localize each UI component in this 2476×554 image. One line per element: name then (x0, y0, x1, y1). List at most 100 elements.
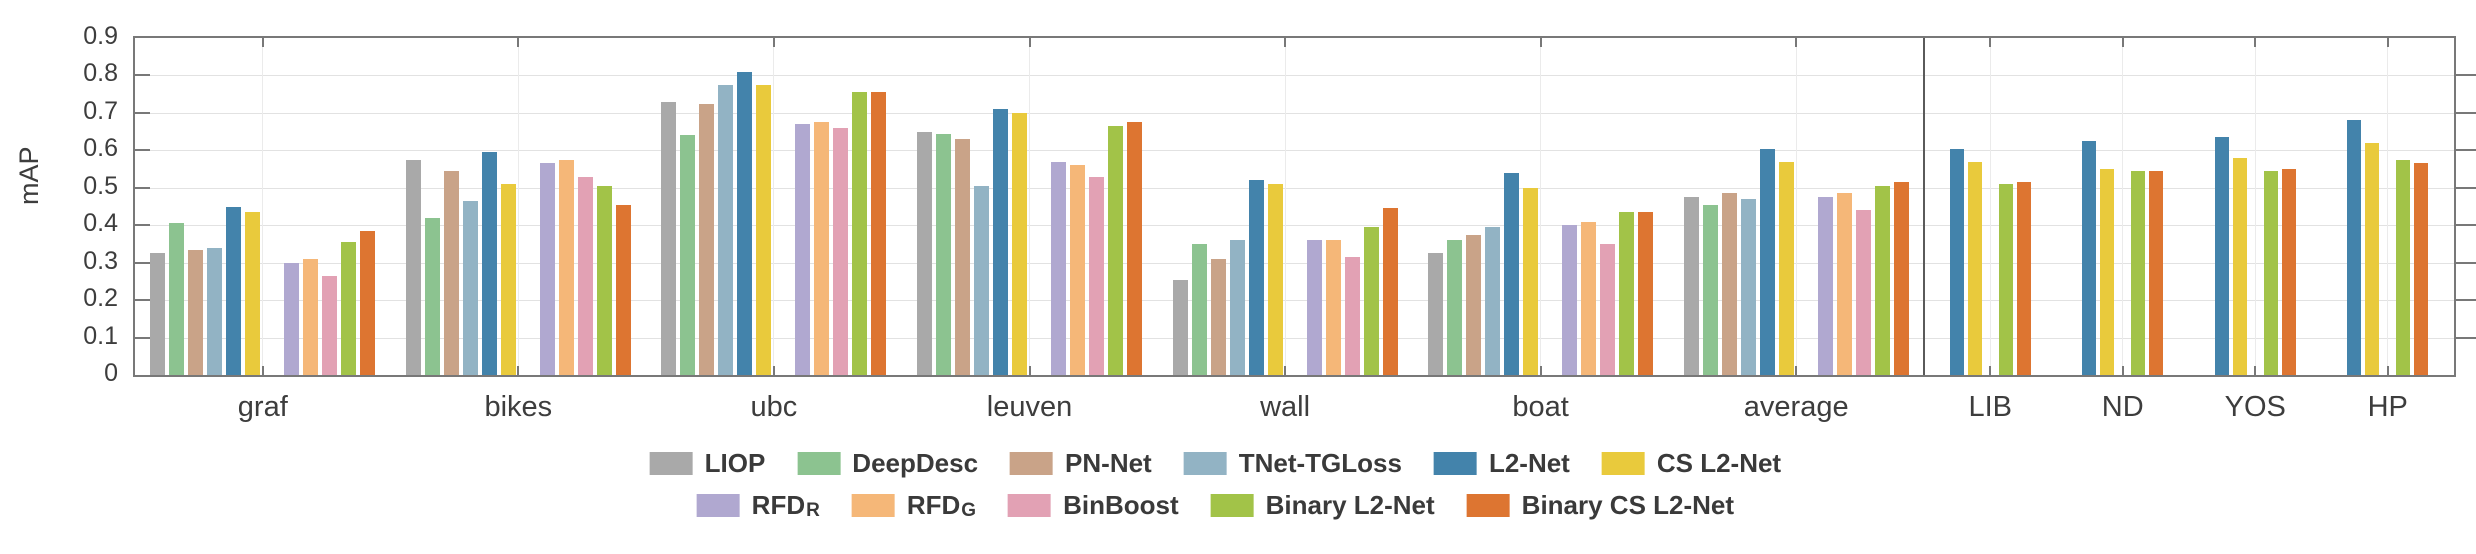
bar-binary-l2-net-bikes (596, 185, 612, 375)
bar-binary-cs-l2-net-wall (1382, 208, 1398, 375)
y-tick-mark (2454, 186, 2476, 189)
bar-l2-net-bikes (481, 152, 497, 375)
bar-tnet-tgloss-boat (1485, 227, 1501, 375)
y-tick-label: 0.3 (83, 246, 118, 275)
bar-liop-leuven (916, 131, 932, 375)
y-tick-label: 0.9 (83, 22, 118, 50)
x-tick-label-ubc: ubc (750, 391, 798, 423)
bar-pn-net-ubc (699, 103, 715, 375)
bar-binboost-ubc (833, 127, 849, 375)
y-tick-label: 0.8 (83, 59, 118, 88)
bar-binary-cs-l2-net-hp (2414, 163, 2429, 375)
category-gridline (1795, 38, 1797, 375)
legend-label: Binary L2-Net (1265, 490, 1435, 520)
bar-binary-cs-l2-net-graf (360, 230, 376, 375)
legend-item-binary-l2-net: Binary L2-Net (1210, 490, 1435, 521)
bar-group-bikes (391, 38, 647, 375)
y-tick-label: 0.4 (83, 209, 118, 238)
y-tick-mark (135, 299, 150, 302)
bar-rfdr-leuven (1050, 161, 1066, 375)
bar-cs-l2-net-leuven (1011, 112, 1027, 375)
bar-cs-l2-net-ubc (756, 84, 772, 375)
y-gridline (135, 225, 2454, 227)
legend-swatch-rfdg (851, 494, 895, 517)
bar-deepdesc-ubc (680, 135, 696, 375)
bar-liop-average (1683, 197, 1699, 375)
bar-cs-l2-net-boat (1523, 187, 1539, 375)
y-tick-label: 0.1 (83, 321, 118, 350)
x-tick-mark (772, 38, 775, 47)
bar-l2-net-hp (2347, 120, 2362, 375)
legend-label: Binary CS L2-Net (1521, 490, 1735, 520)
x-tick-label-leuven: leuven (986, 391, 1073, 423)
bar-rfdr-average (1817, 197, 1833, 375)
bar-binary-cs-l2-net-ubc (871, 92, 887, 375)
category-gridline (1284, 38, 1286, 375)
bar-liop-bikes (405, 159, 421, 375)
legend-label: RFDR (751, 490, 820, 521)
bar-binary-cs-l2-net-yos (2281, 169, 2296, 375)
x-tick-mark (1028, 366, 1031, 375)
y-tick-mark (2454, 111, 2476, 114)
x-tick-mark (772, 366, 775, 375)
legend-label: TNet-TGLoss (1238, 448, 1402, 478)
bar-binboost-bikes (577, 176, 593, 375)
y-tick-mark (2454, 224, 2476, 227)
legend-swatch-binary-l2-net (1210, 494, 1254, 517)
bar-deepdesc-bikes (424, 217, 440, 375)
bar-tnet-tgloss-graf (207, 247, 223, 375)
bar-cs-l2-net-nd (2100, 169, 2115, 375)
bar-binary-l2-net-leuven (1107, 126, 1123, 375)
y-gridline (135, 262, 2454, 264)
bar-cs-l2-net-average (1778, 161, 1794, 375)
bar-group-yos (2189, 38, 2322, 375)
bar-group-graf (135, 38, 391, 375)
x-tick-mark (1284, 38, 1287, 47)
x-tick-label-wall: wall (1260, 391, 1311, 423)
bar-deepdesc-average (1702, 204, 1718, 375)
bar-binboost-average (1855, 210, 1871, 375)
legend-swatch-binary-cs-l2-net (1466, 494, 1510, 517)
bar-rfdg-average (1836, 193, 1852, 375)
x-tick-mark (1795, 366, 1798, 375)
bar-pn-net-average (1721, 193, 1737, 375)
x-tick-mark (2121, 366, 2124, 375)
bar-cs-l2-net-lib (1967, 161, 1982, 375)
legend-swatch-binboost (1008, 494, 1052, 517)
y-tick-mark (135, 224, 150, 227)
y-tick-label: 0.7 (83, 96, 118, 125)
bar-deepdesc-leuven (935, 133, 951, 375)
bar-binary-l2-net-average (1874, 185, 1890, 375)
x-tick-label-lib: LIB (1968, 391, 2013, 423)
legend-swatch-tnet-tgloss (1183, 452, 1227, 475)
bar-l2-net-boat (1504, 172, 1520, 375)
bar-tnet-tgloss-average (1740, 199, 1756, 375)
bar-l2-net-ubc (737, 71, 753, 375)
panel-divider (1923, 38, 1925, 375)
bar-pn-net-graf (188, 249, 204, 375)
bar-l2-net-leuven (992, 109, 1008, 375)
x-tick-label-yos: YOS (2224, 391, 2286, 423)
x-tick-mark (2254, 366, 2257, 375)
legend-label: PN-Net (1065, 448, 1152, 478)
legend-item-tnet-tgloss: TNet-TGLoss (1183, 448, 1402, 479)
y-tick-mark (2454, 299, 2476, 302)
y-tick-label: 0.2 (83, 284, 118, 313)
bar-deepdesc-boat (1447, 240, 1463, 375)
legend-label-subscript: R (806, 500, 820, 521)
bar-liop-graf (150, 253, 166, 375)
category-gridline (2387, 38, 2389, 375)
bar-deepdesc-graf (169, 223, 185, 375)
y-tick-mark (2454, 336, 2476, 339)
x-tick-mark (261, 366, 264, 375)
x-tick-mark (1989, 366, 1992, 375)
bar-pn-net-wall (1210, 258, 1226, 375)
bar-rfdg-wall (1325, 240, 1341, 375)
bar-group-ubc (646, 38, 902, 375)
category-gridline (2122, 38, 2124, 375)
legend-swatch-l2-net (1433, 452, 1477, 475)
bar-group-lib (1924, 38, 2057, 375)
x-tick-mark (1539, 38, 1542, 47)
bar-rfdr-wall (1306, 240, 1322, 375)
y-tick-label: 0 (104, 359, 118, 387)
